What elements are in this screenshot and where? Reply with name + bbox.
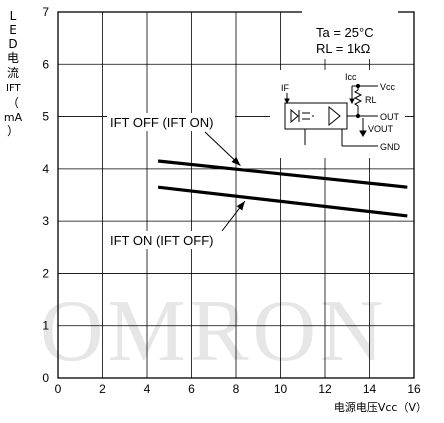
series-line (157, 185, 408, 218)
y-axis-title-char: D (8, 37, 18, 51)
plot-frame (57, 11, 415, 379)
out-node (355, 113, 361, 119)
x-tick-label: 4 (144, 382, 151, 396)
condition-rl: RL = 1kΩ (316, 41, 371, 56)
circuit-if-label: IF (281, 83, 290, 93)
x-axis-title: 电源电压Vcc（V） (334, 400, 427, 414)
y-tick-label: 3 (42, 214, 49, 228)
annotation-arrows (204, 131, 246, 232)
y-axis-title-char: ） (6, 124, 19, 138)
circuit-vcc-label: Vcc (380, 82, 396, 92)
circuit-diagram (284, 83, 378, 147)
condition-box-bg (302, 9, 398, 59)
x-tick-label: 8 (233, 382, 240, 396)
x-tick-label: 6 (188, 382, 195, 396)
y-axis-title-char: E (9, 23, 17, 37)
y-tick-label: 0 (42, 371, 49, 385)
y-axis-title-char: 流 (6, 66, 19, 80)
vcc-node (355, 83, 361, 89)
y-axis-title-char: 电 (6, 51, 19, 65)
x-tick-label: 2 (99, 382, 106, 396)
watermark-text: OMRON (40, 283, 388, 380)
vout-arrowhead (359, 130, 367, 137)
lower-series-label: IFT ON (IFT OFF) (110, 233, 214, 248)
rl-resistor (353, 86, 363, 116)
lower-label-bg (107, 231, 235, 249)
annotation-arrowhead (231, 156, 241, 166)
data-series (157, 159, 408, 218)
x-tick-label: 16 (407, 382, 421, 396)
condition-ta: Ta = 25°C (316, 25, 374, 40)
circuit-vout-label: VOUT (368, 124, 394, 134)
y-tick-label: 4 (42, 162, 49, 176)
circuit-rl-label: RL (365, 95, 377, 105)
led-symbol (290, 108, 299, 124)
upper-label-bg (107, 113, 235, 131)
x-tick-label: 12 (318, 382, 332, 396)
y-axis-title-char: （ (6, 96, 19, 110)
y-axis-title-char: mA (3, 111, 23, 124)
icc-arrowhead (349, 98, 355, 105)
y-axis-title-char: L (9, 9, 17, 23)
x-tick-label: 10 (274, 382, 288, 396)
annotation-arrowhead (236, 201, 245, 211)
y-axis-title-char: IFT (6, 83, 21, 94)
if-arrowhead (284, 98, 290, 105)
y-tick-label: 5 (42, 110, 49, 124)
x-tick-label: 0 (55, 382, 62, 396)
y-tick-label: 6 (42, 57, 49, 71)
y-tick-label: 1 (42, 319, 49, 333)
amplifier-symbol (328, 105, 341, 127)
x-tick-label: 14 (363, 382, 377, 396)
y-tick-label: 2 (42, 266, 49, 280)
circuit-icc-label: Icc (345, 72, 357, 82)
series-line (157, 159, 408, 189)
y-tick-label: 7 (42, 5, 49, 19)
upper-series-label: IFT OFF (IFT ON) (110, 115, 214, 130)
circuit-out-label: OUT (380, 112, 400, 122)
circuit-gnd-label: GND (380, 142, 401, 152)
